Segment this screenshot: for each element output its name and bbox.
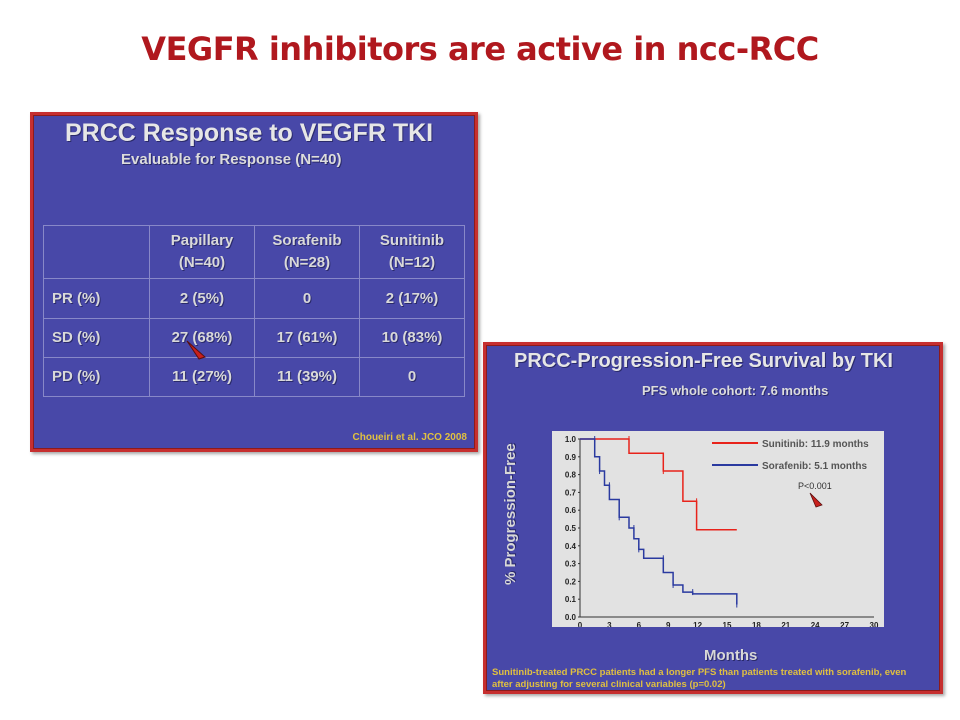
row-label: PD (%): [43, 356, 150, 398]
y-tick-label: 0.1: [565, 595, 577, 604]
x-tick-label: 3: [607, 621, 612, 627]
table-row: PD (%) 11 (27%) 11 (39%) 0: [43, 356, 465, 398]
x-tick-label: 9: [666, 621, 671, 627]
y-tick-label: 0.4: [565, 542, 577, 551]
response-table: Papillary (N=40) Sorafenib (N=28) Suniti…: [43, 224, 465, 398]
column-header-sorafenib: Sorafenib (N=28): [254, 224, 360, 280]
x-tick-label: 18: [752, 621, 761, 627]
table-cell: 0: [359, 356, 465, 398]
table-row: PR (%) 2 (5%) 0 2 (17%): [43, 278, 465, 319]
y-tick-label: 0.7: [565, 488, 577, 497]
y-tick-label: 0.9: [565, 453, 577, 462]
table-row: SD (%) 27 (68%) 17 (61%) 10 (83%): [43, 317, 465, 358]
citation: Choueiri et al. JCO 2008: [352, 432, 468, 443]
x-tick-label: 30: [870, 621, 879, 627]
x-tick-label: 0: [578, 621, 583, 627]
km-plot-area: 0.0 0.1 0.2 0.3 0.4 0.5 0.6 0.7 0.8 0.9 1.0 0 3 6 9 12 1…: [552, 431, 884, 630]
pfs-footnote: Sunitinib-treated PRCC patients had a lo…: [492, 667, 907, 690]
pfs-panel-subtitle: PFS whole cohort: 7.6 months: [642, 383, 829, 398]
x-tick-label: 12: [693, 621, 702, 627]
response-panel-subtitle: Evaluable for Response (N=40): [121, 151, 342, 168]
pointer-arrow-icon: [186, 340, 206, 360]
legend-label-1: Sorafenib: 5.1 months: [762, 461, 867, 472]
y-tick-label: 0.3: [565, 560, 577, 569]
row-label: SD (%): [43, 317, 150, 358]
column-header-papillary: Papillary (N=40): [149, 224, 255, 280]
table-cell: 17 (61%): [254, 317, 360, 358]
table-cell: 2 (5%): [149, 278, 255, 319]
table-cell: 0: [254, 278, 360, 319]
x-axis-label: Months: [704, 647, 758, 664]
response-panel-title: PRCC Response to VEGFR TKI: [65, 119, 434, 147]
km-series-line-1: [580, 438, 738, 605]
table-cell: 27 (68%): [149, 317, 255, 358]
table-cell: 11 (27%): [149, 356, 255, 398]
pfs-panel: PRCC-Progression-Free Survival by TKI PF…: [483, 342, 943, 694]
table-cell: 10 (83%): [359, 317, 465, 358]
slide-title: VEGFR inhibitors are active in ncc-RCC: [141, 30, 819, 68]
pfs-panel-title: PRCC-Progression-Free Survival by TKI: [514, 350, 893, 372]
legend-label-0: Sunitinib: 11.9 months: [762, 439, 869, 450]
p-value-label: P<0.001: [798, 481, 832, 491]
pointer-arrow-icon: [809, 492, 823, 508]
x-tick-label: 15: [723, 621, 732, 627]
y-tick-label: 1.0: [565, 435, 577, 444]
x-tick-label: 24: [811, 621, 820, 627]
column-header-sunitinib: Sunitinib (N=12): [359, 224, 465, 280]
x-tick-label: 6: [637, 621, 642, 627]
y-tick-label: 0.8: [565, 471, 577, 480]
response-panel: PRCC Response to VEGFR TKI Evaluable for…: [30, 112, 478, 452]
y-tick-label: 0.2: [565, 577, 577, 586]
km-tick-layer: [486, 345, 940, 665]
km-chart: 0.0 0.1 0.2 0.3 0.4 0.5 0.6 0.7 0.8 0.9 1.0 0 3 6 9 12 1…: [565, 435, 879, 630]
x-tick-label: 21: [781, 621, 790, 627]
table-corner-cell: [43, 224, 150, 280]
km-series-line-0: [580, 438, 737, 531]
y-tick-label: 0.0: [565, 613, 577, 622]
x-tick-label: 27: [840, 621, 849, 627]
y-tick-label: 0.6: [565, 506, 577, 515]
row-label: PR (%): [43, 278, 150, 319]
table-cell: 11 (39%): [254, 356, 360, 398]
y-tick-label: 0.5: [565, 524, 577, 533]
table-cell: 2 (17%): [359, 278, 465, 319]
